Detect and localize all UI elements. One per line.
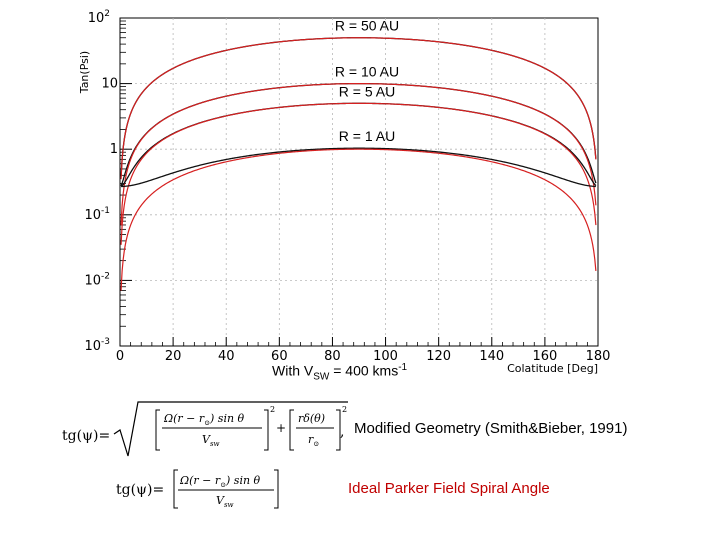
x-tick-label: 180: [586, 349, 611, 364]
square-1: 2: [270, 405, 275, 414]
ideal-parker-curve: [120, 37, 597, 180]
y-tick-label: 1: [110, 142, 118, 157]
ideal-omega-term: Ω(r − r⊙) sin θ: [179, 474, 261, 489]
ideal-vsw-denominator: Vsw: [216, 494, 234, 509]
x-tick-label: 140: [479, 349, 504, 364]
square-2: 2: [342, 405, 347, 414]
x-tick-label: 40: [218, 349, 235, 364]
ideal-parker-curve: [120, 83, 597, 226]
y-tick-label: 10-3: [84, 337, 110, 354]
y-tick-base: 10: [84, 339, 101, 354]
curve-labels: R = 50 AU R = 10 AU R = 5 AU R = 1 AU: [335, 18, 399, 144]
series-label: R = 10 AU: [335, 64, 399, 80]
modified-geometry-caption: Modified Geometry (Smith&Bieber, 1991): [354, 420, 628, 437]
tan-psi-chart: 0 20 40 60 80 100 120 140 160 180 10-310-210-1110…: [78, 9, 611, 375]
x-tick-label: 20: [165, 349, 182, 364]
y-tick-base: 10: [84, 208, 101, 223]
vsw-denominator: Vsw: [202, 433, 220, 448]
series-label: R = 1 AU: [339, 128, 395, 144]
vsw-prefix: With V: [272, 362, 314, 379]
sqrt-sign: [113, 401, 348, 457]
vsw-mid: = 400 kms: [329, 362, 399, 379]
series-label: R = 5 AU: [339, 83, 395, 99]
ideal-equation: Ω(r − r⊙) sin θ Vsw: [173, 469, 279, 509]
y-tick-label: 10: [101, 77, 118, 92]
y-tick-exponent: -3: [101, 337, 110, 347]
x-tick-label: 160: [532, 349, 557, 364]
y-tick-exponent: 2: [104, 9, 110, 19]
y-tick-label: 102: [88, 9, 110, 26]
equation-comma: ,: [340, 424, 345, 440]
x-tick-label: 0: [116, 349, 124, 364]
x-tick-labels: 0 20 40 60 80 100 120 140 160 180: [116, 349, 611, 364]
x-tick-label: 100: [373, 349, 398, 364]
solar-wind-speed-note: With VSW = 400 kms-1: [272, 362, 407, 382]
curve-group: [120, 37, 597, 291]
y-tick-exponent: -1: [101, 206, 110, 216]
vsw-sup: -1: [398, 362, 408, 373]
y-tick-base: 10: [84, 273, 101, 288]
x-tick-label: 80: [324, 349, 341, 364]
ideal-parker-curve: [120, 102, 597, 245]
ideal-bracket-close: [274, 469, 279, 509]
y-tick-exponent: -2: [101, 271, 110, 281]
y-tick-base: 10: [101, 77, 118, 92]
right-bracket-close: [336, 409, 341, 451]
omega-term: Ω(r − r⊙) sin θ: [163, 412, 245, 427]
ideal-parker-curve: [120, 148, 597, 291]
x-tick-label: 120: [426, 349, 451, 364]
ideal-bracket-open: [173, 469, 178, 509]
ideal-formula-prefix: tg(ψ)=: [116, 482, 165, 498]
vsw-sub: SW: [313, 371, 330, 383]
x-axis-title: Colatitude [Deg]: [507, 362, 598, 375]
y-tick-label: 10-2: [84, 271, 110, 288]
left-bracket-close: [264, 409, 269, 451]
rdelta-term: rδ(θ): [298, 412, 325, 425]
x-tick-label: 60: [271, 349, 288, 364]
modified-formula-prefix: tg(ψ)=: [62, 428, 111, 444]
y-axis-title: Tan(Psi): [78, 51, 91, 94]
y-tick-base: 1: [110, 142, 118, 157]
left-bracket-open: [155, 409, 160, 451]
plus-sign: +: [276, 421, 286, 435]
ideal-parker-caption: Ideal Parker Field Spiral Angle: [348, 480, 550, 497]
y-tick-base: 10: [88, 11, 105, 26]
plot-frame: [119, 17, 599, 347]
modified-geometry-curve: [121, 147, 596, 188]
series-label: R = 50 AU: [335, 18, 399, 34]
right-bracket-open: [289, 409, 294, 451]
modified-equation: Ω(r − r⊙) sin θ Vsw 2 + rδ(θ) r⊙ 2: [113, 401, 348, 457]
y-tick-label: 10-1: [84, 206, 110, 223]
rsun-denominator: r⊙: [308, 433, 319, 448]
